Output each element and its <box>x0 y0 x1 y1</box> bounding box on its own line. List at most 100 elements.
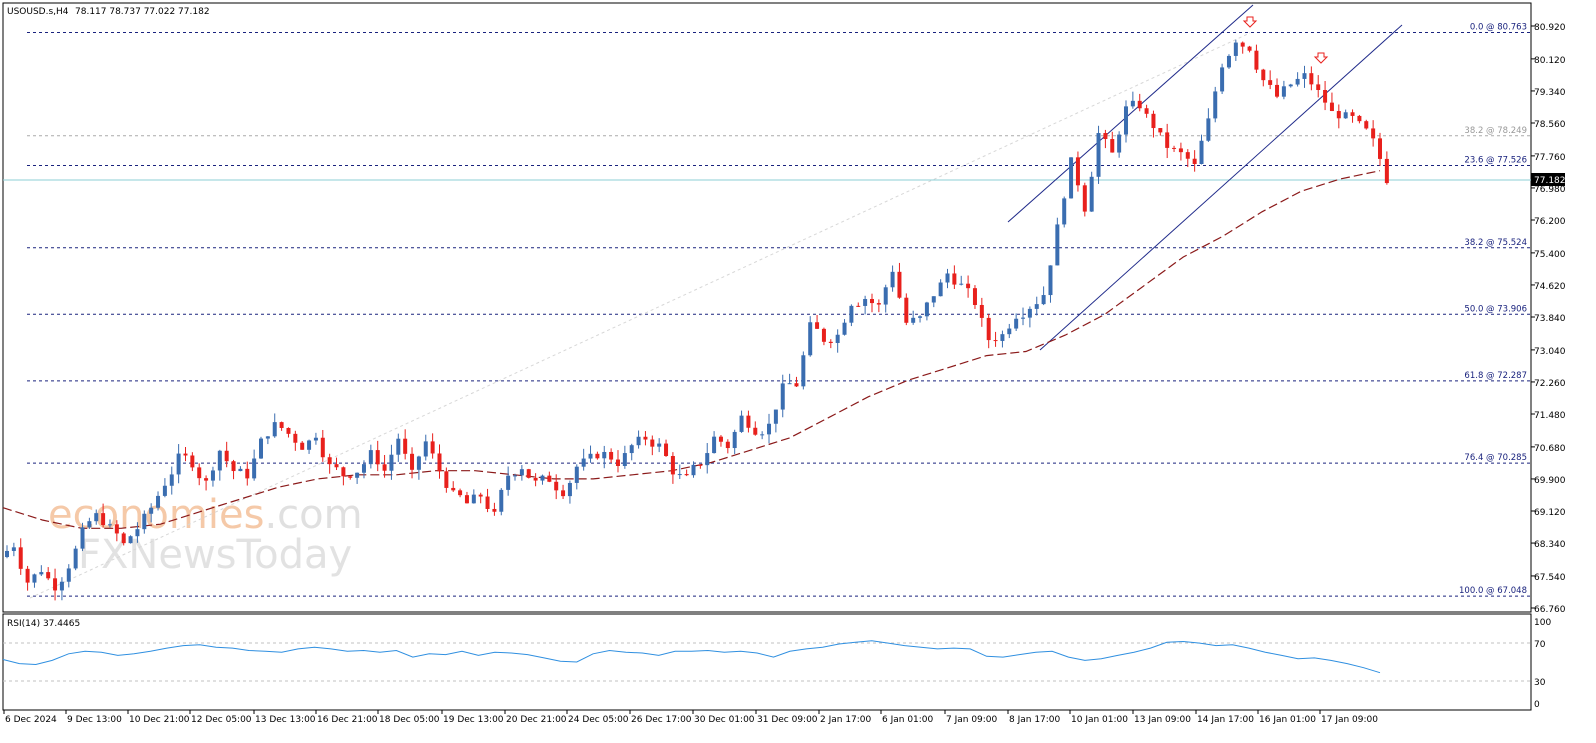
candle <box>636 430 641 449</box>
candle <box>657 438 662 453</box>
candle <box>252 449 257 481</box>
candle <box>458 488 463 498</box>
candle <box>643 431 648 446</box>
candle <box>725 439 730 454</box>
time-tick-label: 6 Dec 2024 <box>5 715 57 725</box>
price-tick-label: 77.760 <box>1534 153 1566 163</box>
candle <box>602 445 607 469</box>
candle <box>780 374 785 418</box>
candle <box>773 409 778 433</box>
candle <box>231 459 236 480</box>
candle <box>1213 86 1218 123</box>
candle <box>513 473 518 481</box>
time-tick-label: 20 Dec 21:00 <box>506 715 567 725</box>
candle <box>1014 313 1019 331</box>
candle <box>66 564 71 588</box>
candle <box>135 522 140 543</box>
rsi-tick-0: 0 <box>1534 700 1540 710</box>
candle <box>1357 114 1362 124</box>
candle <box>224 441 229 468</box>
candle <box>217 449 222 481</box>
time-tick-label: 16 Dec 21:00 <box>317 715 378 725</box>
candle <box>581 448 586 471</box>
header-ohlc: 78.117 78.737 77.022 77.182 <box>75 7 210 17</box>
candle <box>684 469 689 477</box>
candle <box>629 443 634 461</box>
candle <box>670 452 675 484</box>
candle <box>1302 65 1307 88</box>
candle <box>320 429 325 462</box>
candle <box>121 532 126 546</box>
candle <box>1384 151 1389 185</box>
watermark-dotcom: .com <box>264 492 362 538</box>
candle <box>1323 81 1328 111</box>
candle <box>348 475 353 480</box>
candle <box>94 509 99 525</box>
candle <box>265 436 270 445</box>
candle <box>1364 119 1369 130</box>
down-arrow-2 <box>1313 52 1329 64</box>
fib-level-label: 61.8 @ 72.287 <box>1464 371 1527 381</box>
channel-lower-line <box>1039 24 1403 351</box>
candle <box>1185 149 1190 168</box>
candle <box>142 510 147 534</box>
candle <box>101 503 106 528</box>
time-tick-label: 26 Dec 17:00 <box>631 715 692 725</box>
candle <box>904 293 909 326</box>
candle <box>307 439 312 454</box>
candle <box>437 444 442 479</box>
price-tick-label: 70.680 <box>1534 444 1566 454</box>
candle <box>526 468 531 479</box>
candle <box>478 492 483 504</box>
candle <box>835 329 840 353</box>
candle <box>677 464 682 480</box>
candle <box>1007 323 1012 339</box>
candle <box>1309 66 1314 91</box>
candle <box>1295 72 1300 87</box>
candle <box>1069 157 1074 199</box>
fib-level-label: 76.4 @ 70.285 <box>1464 453 1527 463</box>
fib-trendline <box>29 32 1251 599</box>
candle <box>1275 78 1280 99</box>
candle <box>423 434 428 461</box>
candle <box>341 466 346 486</box>
rsi-line <box>2 640 1381 674</box>
candle <box>149 503 154 523</box>
candle <box>911 310 916 325</box>
candle <box>1172 145 1177 152</box>
candle <box>389 444 394 480</box>
price-tick-label: 78.560 <box>1534 120 1566 130</box>
candle <box>567 480 572 504</box>
candle <box>279 421 284 431</box>
candle <box>821 327 826 346</box>
rsi-label: RSI(14) 37.4465 <box>7 619 80 629</box>
candle <box>73 545 78 571</box>
time-tick-label: 31 Dec 09:00 <box>757 715 818 725</box>
candle <box>869 293 874 313</box>
watermark-fx: FX <box>78 532 128 578</box>
candle <box>382 455 387 478</box>
candle <box>986 313 991 349</box>
candle <box>1027 306 1032 328</box>
candle <box>204 475 209 491</box>
time-tick-label: 7 Jan 09:00 <box>946 715 998 725</box>
candle <box>396 433 401 462</box>
price-tick-label: 67.540 <box>1534 573 1566 583</box>
candle <box>506 466 511 496</box>
candle <box>1082 182 1087 217</box>
candle <box>1089 171 1094 212</box>
candle <box>979 297 984 327</box>
main-panel-frame <box>2 2 1532 613</box>
time-tick-label: 24 Dec 05:00 <box>568 715 629 725</box>
candle <box>259 436 264 459</box>
last-price-tag: 77.182 <box>1531 173 1566 186</box>
candle <box>993 331 998 347</box>
candle <box>753 421 758 436</box>
candle <box>1350 109 1355 123</box>
time-tick-label: 12 Dec 05:00 <box>191 715 252 725</box>
candle <box>849 304 854 327</box>
candle <box>1336 104 1341 129</box>
candle <box>828 339 833 349</box>
candle <box>794 376 799 388</box>
candle <box>1329 92 1334 112</box>
